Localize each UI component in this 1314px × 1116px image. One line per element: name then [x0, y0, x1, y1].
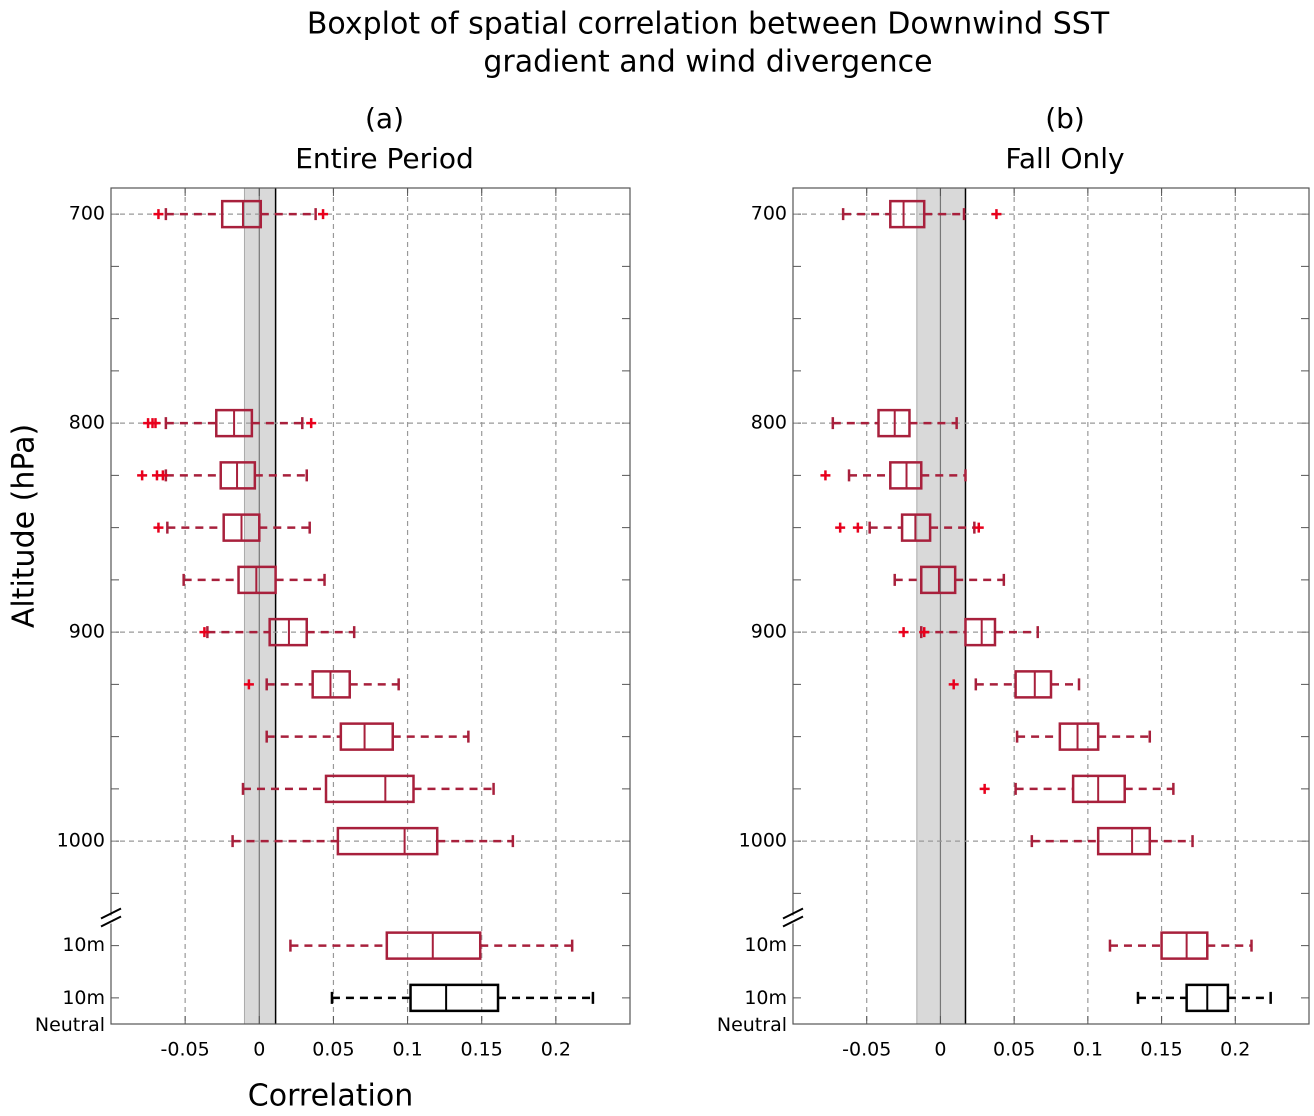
box-group: [1030, 826, 1194, 856]
box-group: [979, 774, 1175, 804]
box-group: [265, 722, 470, 751]
box: [324, 774, 415, 804]
x-tick-label: -0.05: [842, 1039, 891, 1061]
x-tick-label: 0.2: [1220, 1039, 1250, 1061]
box-group: [831, 408, 958, 438]
y-tick-label: 800: [751, 412, 787, 434]
x-tick-label: 0.05: [312, 1039, 354, 1061]
x-tick-label: 0.05: [993, 1039, 1035, 1061]
flier: [820, 470, 831, 481]
y-tick-label: 10m: [744, 934, 787, 956]
flier: [852, 522, 863, 533]
box-group: [153, 513, 311, 542]
box-group: [143, 408, 317, 438]
box: [964, 617, 997, 647]
band: [243, 187, 277, 1025]
box-group: [231, 826, 515, 856]
figure-title: gradient and wind divergence: [483, 45, 932, 80]
box-group: [330, 983, 595, 1013]
y-axis-label: Altitude (hPa): [7, 424, 42, 628]
box-group: [841, 199, 1002, 229]
x-tick-label: 0.1: [392, 1039, 422, 1061]
flier: [153, 209, 164, 220]
box-group: [199, 617, 356, 647]
axis-break-gap: [789, 915, 797, 924]
panel-title: (b): [1045, 102, 1085, 135]
flier: [153, 522, 164, 533]
flier: [199, 627, 210, 638]
flier: [898, 627, 909, 638]
box-group: [137, 461, 308, 490]
box-group: [898, 617, 1039, 647]
y-tick-label: 700: [69, 203, 105, 225]
box-group: [893, 565, 1006, 595]
x-tick-label: 0.2: [541, 1039, 571, 1061]
box: [409, 983, 500, 1013]
flier: [973, 522, 984, 533]
x-tick-label: 0.15: [1140, 1039, 1182, 1061]
y-tick-label: 700: [751, 203, 787, 225]
box: [1096, 826, 1152, 856]
box-group: [1015, 722, 1152, 751]
box-group: [820, 461, 967, 490]
x-axis-label: Correlation: [248, 1079, 413, 1113]
x-tick-label: -0.05: [161, 1039, 210, 1061]
y-tick-label: 10m: [62, 934, 105, 956]
band: [916, 187, 966, 1025]
y-tick-label: 1000: [57, 830, 105, 852]
flier: [243, 679, 254, 690]
plot-frame: [792, 187, 1310, 1025]
flier: [150, 418, 161, 429]
box-group: [243, 670, 400, 699]
flier: [306, 418, 317, 429]
x-tick-label: 0.15: [461, 1039, 503, 1061]
y-tick-label: 10m Neutral: [35, 986, 105, 1035]
flier: [948, 679, 959, 690]
y-tick-label: 900: [751, 621, 787, 643]
box-group: [241, 774, 495, 804]
box-group: [1136, 983, 1272, 1013]
panel-title: (a): [365, 102, 404, 135]
y-tick-label: 1000: [739, 830, 787, 852]
flier: [919, 627, 930, 638]
box: [889, 199, 926, 229]
box: [1160, 931, 1209, 960]
x-tick-label: 0: [253, 1039, 265, 1061]
figure-title: Boxplot of spatial correlation between D…: [307, 7, 1110, 42]
box-group: [1108, 931, 1253, 960]
x-tick-label: 0: [934, 1039, 946, 1061]
box-group: [289, 931, 574, 960]
box: [220, 199, 263, 229]
flier: [137, 470, 148, 481]
box-group: [182, 565, 326, 595]
flier: [979, 783, 990, 794]
panel-subtitle: Entire Period: [295, 142, 474, 175]
box-group: [835, 513, 984, 542]
box: [1014, 670, 1053, 699]
plot-frame: [110, 187, 631, 1025]
box-group: [153, 199, 329, 229]
axis-break-gap: [107, 915, 115, 924]
box-group: [948, 670, 1081, 699]
y-tick-label: 900: [69, 621, 105, 643]
flier: [835, 522, 846, 533]
y-tick-label: 800: [69, 412, 105, 434]
flier: [318, 209, 329, 220]
panel-subtitle: Fall Only: [1005, 142, 1124, 175]
box: [1058, 722, 1100, 751]
x-tick-label: 0.1: [1073, 1039, 1103, 1061]
flier: [157, 470, 168, 481]
axis-break: [782, 907, 804, 928]
box: [336, 826, 439, 856]
y-tick-label: 10m Neutral: [717, 986, 787, 1035]
flier: [991, 209, 1002, 220]
box: [339, 722, 394, 751]
axis-break: [100, 907, 122, 928]
